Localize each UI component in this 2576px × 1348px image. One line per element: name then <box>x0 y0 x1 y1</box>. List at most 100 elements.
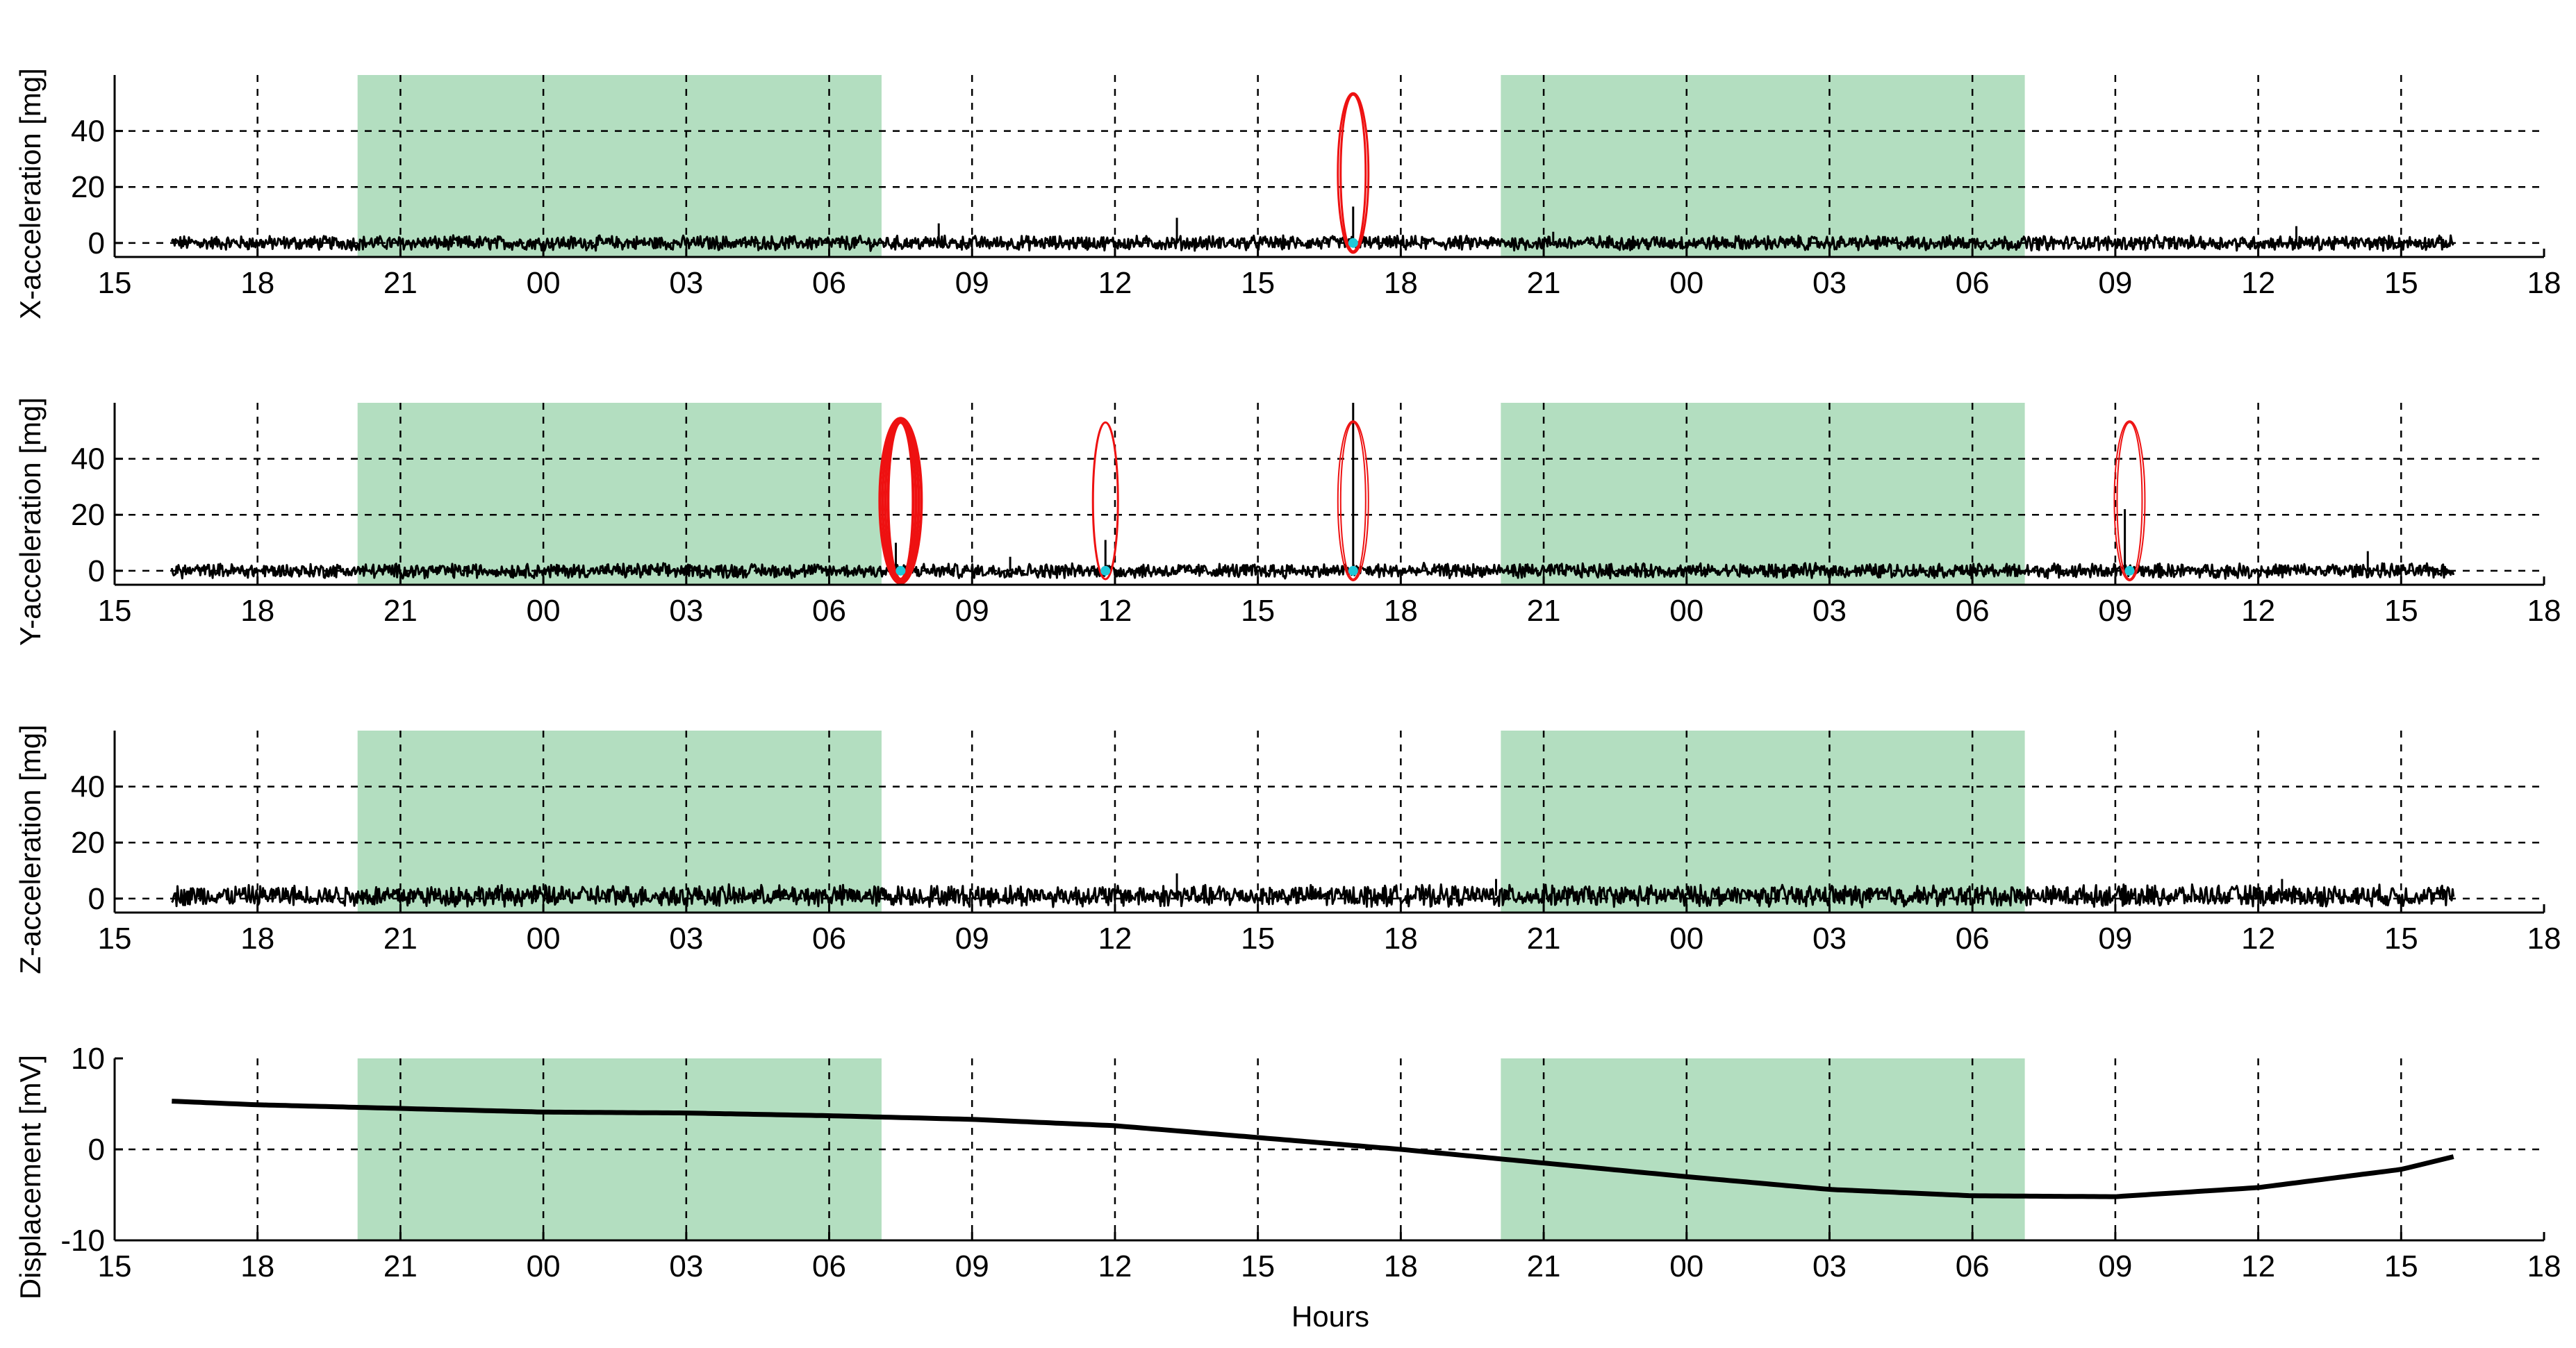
x-tick-label: 03 <box>1813 594 1847 628</box>
y-axis-label-d: Displacement [mV] <box>14 1055 47 1299</box>
x-tick-label: 09 <box>955 266 989 300</box>
x-tick-label: 18 <box>240 922 274 956</box>
x-tick-label: 18 <box>1384 1249 1418 1283</box>
x-tick-label: 21 <box>383 1249 418 1283</box>
x-tick-label: 21 <box>383 594 418 628</box>
acceleration-trace-x <box>170 234 2454 252</box>
x-tick-label: 00 <box>1669 922 1703 956</box>
x-tick-label: 03 <box>669 1249 703 1283</box>
x-tick-label: 18 <box>2527 922 2561 956</box>
x-tick-label: 12 <box>2241 594 2275 628</box>
x-tick-label: 06 <box>812 922 846 956</box>
y-tick-label: -10 <box>60 1224 105 1258</box>
x-tick-label: 18 <box>240 1249 274 1283</box>
x-tick-label: 00 <box>1669 266 1703 300</box>
y-tick-label: 20 <box>71 498 105 532</box>
night-shade-x-0 <box>357 75 882 257</box>
x-tick-label: 09 <box>2098 266 2132 300</box>
x-tick-label: 06 <box>812 266 846 300</box>
x-tick-label: 12 <box>2241 922 2275 956</box>
x-tick-label: 18 <box>1384 594 1418 628</box>
event-marker-dot-y-3 <box>2124 565 2135 576</box>
event-marker-y-1 <box>1091 421 1119 581</box>
x-tick-label: 06 <box>1956 1249 1990 1283</box>
x-tick-label: 00 <box>1669 1249 1703 1283</box>
night-shade-y-1 <box>1501 403 2025 585</box>
x-tick-label: 09 <box>955 922 989 956</box>
x-tick-label: 15 <box>2384 266 2418 300</box>
x-tick-label: 18 <box>1384 266 1418 300</box>
event-marker-y-2 <box>1339 422 1367 580</box>
y-tick-label: 40 <box>71 115 105 149</box>
x-tick-label: 21 <box>383 922 418 956</box>
y-tick-label: 20 <box>71 170 105 204</box>
y-tick-label: 20 <box>71 826 105 860</box>
acceleration-trace-y <box>170 561 2455 580</box>
x-tick-label: 03 <box>1813 1249 1847 1283</box>
x-tick-label: 21 <box>1527 922 1561 956</box>
x-tick-label: 06 <box>812 1249 846 1283</box>
x-tick-label: 18 <box>1384 922 1418 956</box>
y-tick-label: 40 <box>71 770 105 804</box>
x-tick-label: 12 <box>2241 1249 2275 1283</box>
x-tick-label: 18 <box>240 594 274 628</box>
event-marker-y-3 <box>2113 420 2146 581</box>
x-tick-label: 00 <box>527 1249 561 1283</box>
x-tick-label: 03 <box>669 266 703 300</box>
x-axis-label: Hours <box>1291 1300 1369 1333</box>
x-tick-label: 18 <box>2527 1249 2561 1283</box>
x-tick-label: 09 <box>2098 922 2132 956</box>
event-marker-dot-x-0 <box>1348 238 1358 248</box>
event-marker-dot-y-2 <box>1348 565 1358 576</box>
event-marker-x-0 <box>1339 93 1367 253</box>
event-marker-dot-y-1 <box>1100 565 1111 576</box>
x-tick-label: 03 <box>1813 266 1847 300</box>
event-marker-y-2 <box>1337 420 1369 581</box>
night-shade-x-1 <box>1501 75 2025 257</box>
y-tick-label: 0 <box>88 882 105 916</box>
event-marker-y-0 <box>878 417 923 585</box>
x-tick-label: 09 <box>955 594 989 628</box>
y-tick-label: 0 <box>88 554 105 588</box>
x-tick-label: 18 <box>2527 266 2561 300</box>
x-tick-label: 12 <box>1098 922 1132 956</box>
x-tick-label: 15 <box>1241 922 1275 956</box>
y-tick-label: 10 <box>71 1042 105 1076</box>
x-tick-label: 12 <box>1098 594 1132 628</box>
y-axis-label-y: Y-acceleration [mg] <box>14 397 47 646</box>
x-tick-label: 15 <box>1241 266 1275 300</box>
subplot-x: 15 18 21 00 03 06 09 12 15 18 21 00 03 06 09 12 15 18 0 20 4… <box>14 68 2561 319</box>
x-tick-label: 21 <box>1527 594 1561 628</box>
x-tick-label: 15 <box>1241 1249 1275 1283</box>
x-tick-label: 06 <box>1956 594 1990 628</box>
night-shade-y-0 <box>357 403 882 585</box>
x-tick-label: 09 <box>2098 1249 2132 1283</box>
x-tick-label: 12 <box>2241 266 2275 300</box>
x-tick-label: 03 <box>1813 922 1847 956</box>
subplot-y: 15 18 21 00 03 06 09 12 15 18 21 00 03 06 09 12 15 18 0 20 4… <box>14 397 2561 646</box>
x-tick-label: 06 <box>812 594 846 628</box>
x-tick-label: 12 <box>1098 1249 1132 1283</box>
x-tick-label: 00 <box>527 922 561 956</box>
x-tick-label: 09 <box>955 1249 989 1283</box>
event-marker-y-3 <box>2116 422 2143 580</box>
night-shade-z-0 <box>357 731 882 913</box>
x-tick-label: 15 <box>2384 594 2418 628</box>
x-tick-label: 06 <box>1956 266 1990 300</box>
x-tick-label: 15 <box>1241 594 1275 628</box>
x-tick-label: 18 <box>240 266 274 300</box>
acceleration-trace-z <box>171 883 2455 908</box>
night-shade-z-1 <box>1501 731 2025 913</box>
x-tick-label: 00 <box>527 594 561 628</box>
x-tick-label: 03 <box>669 594 703 628</box>
x-tick-label: 15 <box>2384 1249 2418 1283</box>
x-tick-label: 21 <box>383 266 418 300</box>
event-marker-y-0 <box>884 419 918 582</box>
x-tick-label: 00 <box>1669 594 1703 628</box>
x-tick-label: 21 <box>1527 1249 1561 1283</box>
x-tick-label: 03 <box>669 922 703 956</box>
displacement-trace <box>172 1099 2454 1199</box>
x-tick-label: 18 <box>2527 594 2561 628</box>
subplot-z: 15 18 21 00 03 06 09 12 15 18 21 00 03 06 09 12 15 18 0 20 4… <box>14 724 2561 974</box>
